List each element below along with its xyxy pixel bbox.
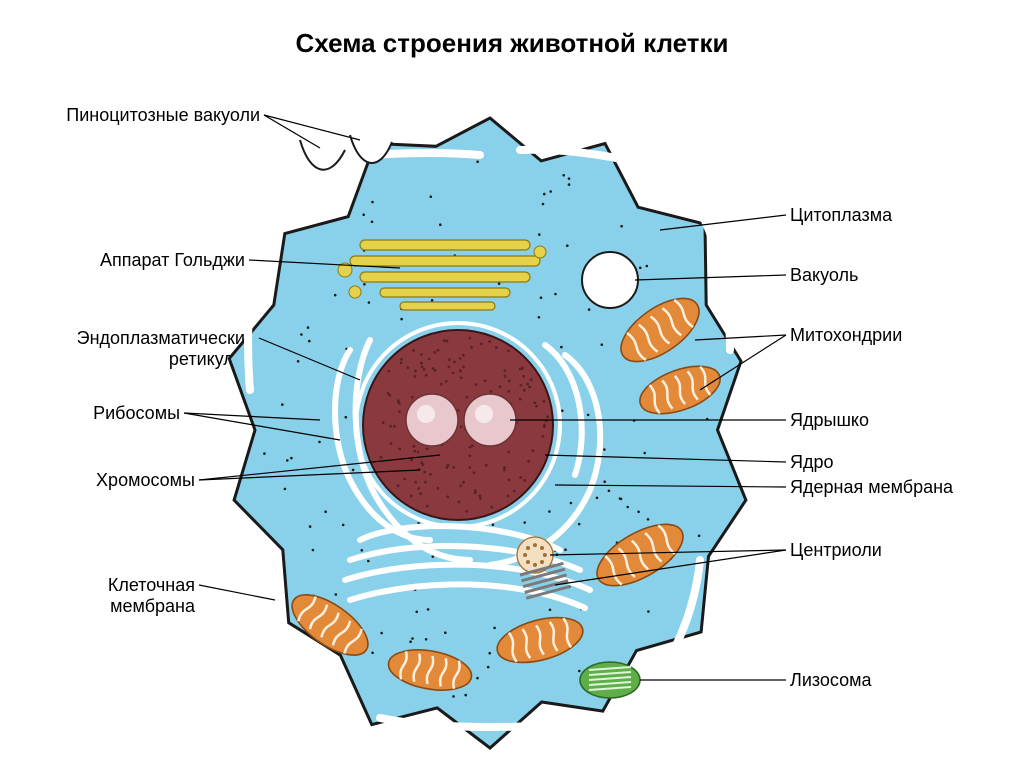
- nuclear-membrane: [356, 323, 560, 527]
- leader-line: [264, 115, 360, 140]
- membrane-channel: [300, 153, 480, 165]
- lysosome: [580, 662, 640, 698]
- label-er: Эндоплазматическийретикулум: [35, 328, 255, 369]
- leader-line: [249, 260, 400, 268]
- membrane-channel: [520, 150, 690, 180]
- membrane-channel: [255, 560, 320, 700]
- mitochondrion: [587, 512, 692, 598]
- diagram-title: Схема строения животной клетки: [0, 28, 1024, 59]
- endoplasmic-reticulum: [360, 526, 560, 550]
- mitochondrion: [611, 286, 710, 374]
- leader-line: [199, 470, 420, 480]
- vacuole: [582, 252, 638, 308]
- mitochondrion: [385, 644, 474, 696]
- label-ribo: Рибосомы: [0, 403, 180, 424]
- label-centr: Центриоли: [790, 540, 1010, 561]
- label-chrom: Хромосомы: [0, 470, 195, 491]
- label-nls: Ядрышко: [790, 410, 1010, 431]
- endoplasmic-reticulum: [490, 355, 600, 565]
- membrane-channel: [380, 718, 600, 727]
- mitochondrion: [282, 583, 377, 666]
- leader-line: [259, 338, 360, 380]
- golgi-apparatus: [338, 240, 546, 310]
- leader-line: [199, 455, 440, 480]
- label-nuc: Ядро: [790, 452, 1010, 473]
- leader-line: [695, 335, 786, 340]
- membrane-channel: [700, 210, 730, 350]
- leader-line: [555, 485, 786, 487]
- label-lyso: Лизосома: [790, 670, 1010, 691]
- nucleolus: [406, 394, 458, 446]
- label-vac: Вакуоль: [790, 265, 1010, 286]
- label-golgi: Аппарат Гольджи: [25, 250, 245, 271]
- leader-line: [555, 550, 786, 585]
- nucleolus: [464, 394, 516, 446]
- leader-line: [700, 335, 786, 390]
- label-cyto: Цитоплазма: [790, 205, 1010, 226]
- endoplasmic-reticulum: [545, 345, 582, 475]
- centrioles: [517, 537, 570, 598]
- leader-line: [660, 215, 786, 230]
- mitochondrion: [634, 357, 727, 423]
- endoplasmic-reticulum: [350, 546, 580, 570]
- leader-line: [184, 413, 320, 420]
- nucleus: [363, 330, 553, 520]
- endoplasmic-reticulum: [356, 340, 470, 560]
- cell-body: [229, 118, 746, 748]
- membrane-channel: [640, 560, 700, 700]
- pinocytotic-vacuole: [350, 135, 392, 163]
- mitochondrion: [492, 609, 587, 670]
- leader-line: [545, 455, 786, 462]
- endoplasmic-reticulum: [345, 565, 590, 590]
- label-mito: Митохондрии: [790, 325, 1010, 346]
- leader-line: [635, 275, 786, 280]
- label-pino: Пиноцитозные вакуоли: [40, 105, 260, 126]
- endoplasmic-reticulum: [350, 584, 585, 608]
- endoplasmic-reticulum: [335, 350, 430, 540]
- pinocytotic-vacuole: [300, 140, 345, 170]
- leader-line: [550, 550, 786, 555]
- leader-line: [264, 115, 320, 148]
- cytoplasm-speckles: [263, 160, 708, 697]
- leader-line: [199, 585, 275, 600]
- label-memb: Клеточнаямембрана: [0, 575, 195, 616]
- leader-line: [184, 413, 340, 440]
- chromatin: [380, 337, 549, 513]
- label-nmem: Ядерная мембрана: [790, 477, 1010, 498]
